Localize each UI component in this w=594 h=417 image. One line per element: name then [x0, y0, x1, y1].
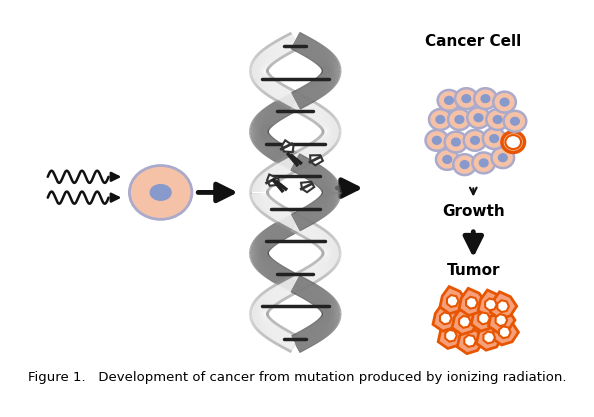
Polygon shape [440, 286, 466, 314]
Ellipse shape [498, 154, 507, 162]
Ellipse shape [425, 130, 448, 151]
Polygon shape [457, 327, 484, 354]
Ellipse shape [467, 107, 490, 128]
Polygon shape [446, 330, 457, 342]
Ellipse shape [500, 98, 509, 106]
Text: Tumor: Tumor [447, 263, 500, 278]
Text: Growth: Growth [442, 204, 505, 219]
Polygon shape [499, 327, 511, 338]
Ellipse shape [453, 154, 476, 175]
Ellipse shape [483, 128, 505, 149]
Polygon shape [490, 292, 517, 319]
Polygon shape [459, 316, 470, 328]
Polygon shape [267, 175, 279, 186]
Ellipse shape [432, 136, 441, 144]
Ellipse shape [443, 156, 451, 163]
Ellipse shape [448, 109, 470, 130]
Text: Cancer Cell: Cancer Cell [425, 34, 522, 49]
Polygon shape [282, 140, 293, 152]
Text: Figure 1.   Development of cancer from mutation produced by ionizing radiation.: Figure 1. Development of cancer from mut… [28, 371, 566, 384]
Polygon shape [438, 322, 465, 349]
Polygon shape [301, 182, 314, 192]
Polygon shape [497, 300, 509, 312]
Polygon shape [478, 312, 490, 324]
Ellipse shape [486, 109, 509, 130]
Ellipse shape [464, 130, 486, 151]
Ellipse shape [491, 147, 514, 168]
Ellipse shape [150, 185, 171, 200]
Polygon shape [476, 323, 503, 350]
Ellipse shape [493, 92, 516, 113]
Polygon shape [485, 299, 497, 310]
Ellipse shape [429, 109, 451, 130]
Ellipse shape [462, 95, 470, 103]
Ellipse shape [472, 153, 495, 173]
Polygon shape [471, 304, 498, 331]
Ellipse shape [438, 90, 460, 111]
Ellipse shape [460, 161, 469, 168]
Polygon shape [310, 155, 323, 165]
Polygon shape [465, 335, 476, 347]
Ellipse shape [481, 95, 490, 103]
Ellipse shape [504, 111, 526, 132]
Polygon shape [452, 307, 479, 334]
Polygon shape [495, 314, 507, 326]
Polygon shape [478, 290, 504, 317]
Polygon shape [484, 332, 495, 343]
Polygon shape [447, 295, 459, 307]
Ellipse shape [436, 116, 445, 123]
Polygon shape [492, 318, 519, 345]
Ellipse shape [479, 159, 488, 167]
Ellipse shape [470, 136, 479, 144]
Polygon shape [433, 304, 459, 331]
Ellipse shape [129, 166, 192, 219]
Ellipse shape [445, 96, 453, 104]
Polygon shape [466, 297, 478, 309]
Ellipse shape [455, 116, 464, 123]
Ellipse shape [505, 135, 521, 149]
Ellipse shape [455, 88, 478, 109]
Ellipse shape [474, 88, 497, 109]
Polygon shape [440, 312, 451, 324]
Polygon shape [488, 306, 515, 333]
Polygon shape [459, 288, 485, 315]
Ellipse shape [445, 132, 467, 153]
Ellipse shape [436, 149, 459, 170]
Ellipse shape [511, 117, 519, 125]
Ellipse shape [451, 138, 460, 146]
Ellipse shape [493, 116, 502, 123]
Ellipse shape [474, 114, 483, 122]
Ellipse shape [490, 135, 498, 143]
Ellipse shape [502, 132, 525, 153]
